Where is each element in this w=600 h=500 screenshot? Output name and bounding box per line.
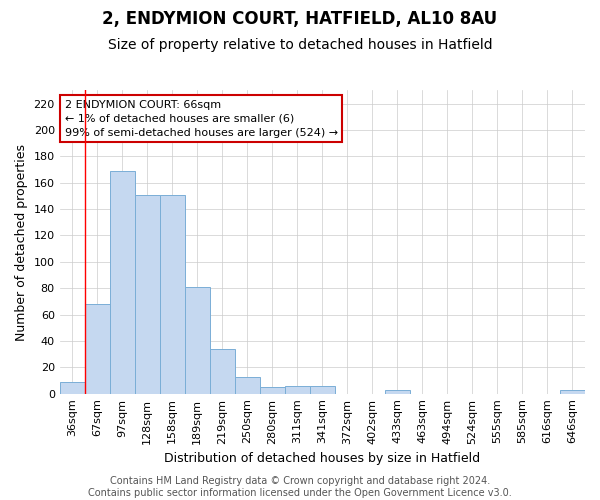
Bar — [385, 390, 410, 394]
Bar — [260, 387, 285, 394]
Bar — [135, 194, 160, 394]
Bar — [85, 304, 110, 394]
Bar — [185, 287, 210, 394]
Bar — [110, 171, 135, 394]
Bar — [210, 349, 235, 394]
Text: 2, ENDYMION COURT, HATFIELD, AL10 8AU: 2, ENDYMION COURT, HATFIELD, AL10 8AU — [103, 10, 497, 28]
Bar — [560, 390, 585, 394]
Bar — [160, 194, 185, 394]
Bar — [59, 382, 85, 394]
Bar — [235, 376, 260, 394]
Bar — [285, 386, 310, 394]
Y-axis label: Number of detached properties: Number of detached properties — [15, 144, 28, 340]
X-axis label: Distribution of detached houses by size in Hatfield: Distribution of detached houses by size … — [164, 452, 481, 465]
Text: Contains HM Land Registry data © Crown copyright and database right 2024.
Contai: Contains HM Land Registry data © Crown c… — [88, 476, 512, 498]
Text: 2 ENDYMION COURT: 66sqm
← 1% of detached houses are smaller (6)
99% of semi-deta: 2 ENDYMION COURT: 66sqm ← 1% of detached… — [65, 100, 338, 138]
Bar — [310, 386, 335, 394]
Text: Size of property relative to detached houses in Hatfield: Size of property relative to detached ho… — [107, 38, 493, 52]
